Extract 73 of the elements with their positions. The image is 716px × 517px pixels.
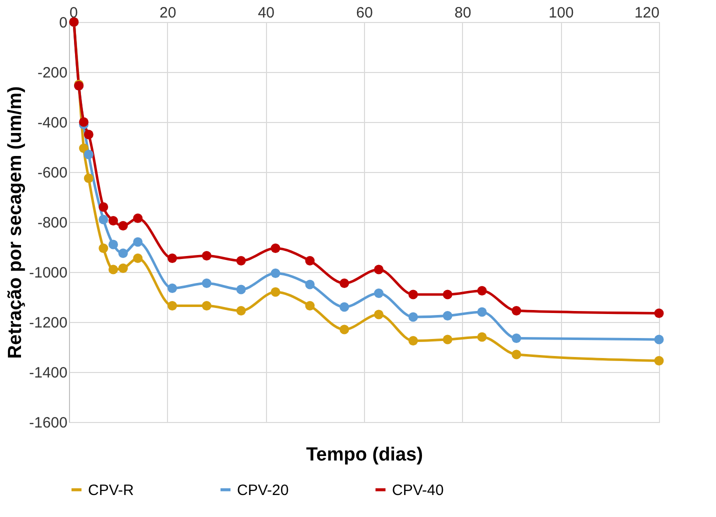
x-tick-label: 120 [634, 4, 660, 22]
x-tick-label: 20 [159, 4, 176, 22]
x-tick-label: 80 [454, 4, 472, 22]
point [108, 240, 118, 250]
y-tick-label: -1000 [29, 264, 68, 282]
point [654, 334, 664, 344]
x-axis-title: Tempo (dias) [306, 444, 423, 466]
point [84, 174, 94, 183]
point [79, 144, 88, 153]
legend-label: CPV-20 [237, 482, 289, 499]
y-axis-title: Retração por secagem (um/m) [5, 86, 26, 359]
point [202, 301, 212, 310]
point [236, 256, 246, 266]
point [305, 280, 315, 290]
x-tick-label: 40 [258, 4, 275, 22]
y-tick-label: -1600 [29, 414, 68, 432]
point [442, 290, 452, 300]
point [512, 334, 522, 343]
point [654, 356, 664, 366]
x-tick-label: 0 [70, 4, 78, 22]
point [84, 150, 94, 160]
legend-label: CPV-40 [392, 482, 444, 499]
legend-label: CPV-R [88, 482, 134, 499]
point [477, 307, 487, 317]
point [408, 312, 418, 322]
point [374, 264, 384, 274]
point [168, 284, 177, 293]
point [408, 290, 418, 300]
point [408, 336, 418, 346]
y-tick-label: -800 [37, 214, 68, 232]
point [98, 202, 108, 212]
point [477, 286, 487, 296]
x-tick-label: 60 [356, 4, 373, 22]
point [98, 244, 108, 253]
point [118, 248, 128, 258]
point [374, 310, 384, 320]
point [236, 306, 246, 316]
point [98, 214, 108, 224]
point [340, 324, 350, 334]
point [133, 214, 143, 223]
point [374, 288, 384, 298]
point [477, 332, 487, 342]
point [270, 268, 280, 278]
point [442, 311, 452, 320]
y-tick-label: -600 [37, 164, 68, 182]
y-tick-label: -200 [37, 64, 68, 82]
point [512, 306, 522, 316]
point [654, 308, 664, 318]
y-tick-label: -1200 [29, 314, 68, 332]
point [118, 221, 128, 230]
point [305, 256, 315, 266]
x-tick-label: 100 [548, 4, 574, 22]
point [118, 264, 128, 273]
point [133, 254, 143, 263]
point [108, 216, 118, 226]
point [108, 264, 118, 274]
point [340, 302, 350, 312]
point [270, 244, 280, 253]
point [79, 117, 88, 127]
y-tick-label: -1400 [29, 364, 68, 382]
point [202, 278, 212, 288]
point [168, 254, 177, 263]
point [270, 287, 280, 297]
point [84, 130, 94, 140]
point [168, 301, 177, 310]
point [512, 350, 522, 360]
point [133, 237, 143, 247]
point [340, 278, 350, 288]
point [202, 251, 212, 260]
y-tick-label: -400 [37, 114, 68, 132]
point [305, 301, 315, 310]
point [236, 284, 246, 294]
point [442, 334, 452, 344]
